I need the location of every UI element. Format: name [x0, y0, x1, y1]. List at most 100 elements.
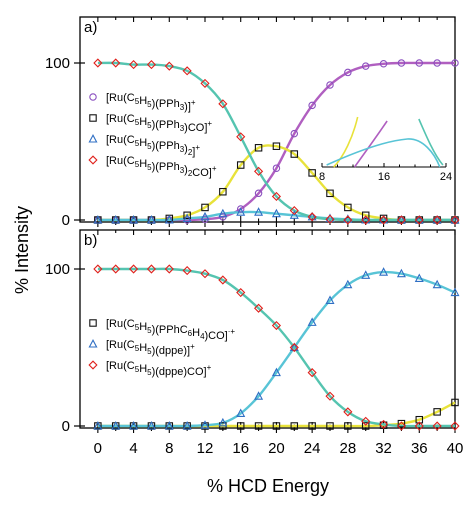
- data-point: [432, 215, 442, 224]
- data-point: [414, 215, 424, 224]
- data-point: [254, 144, 263, 152]
- series-line: [97, 61, 455, 222]
- legend-label-part: ·+: [228, 327, 236, 336]
- data-point: [164, 421, 174, 430]
- legend-label-part: [Ru(C: [106, 92, 135, 104]
- legend-marker: [89, 114, 97, 122]
- x-tick-label: 16: [232, 440, 249, 457]
- data-point: [272, 422, 281, 430]
- data-point: [361, 215, 371, 225]
- data-point: [289, 342, 299, 353]
- legend-marker: [89, 93, 97, 101]
- inset-tick-label: 8: [319, 171, 325, 183]
- data-point: [236, 207, 246, 216]
- data-point: [396, 215, 406, 224]
- x-tick-label: 32: [375, 440, 392, 457]
- legend-label-part: H: [139, 363, 147, 375]
- data-point: [450, 421, 460, 431]
- x-axis-label: % HCD Energy: [207, 476, 329, 496]
- data-point: [450, 215, 460, 225]
- legend-label-part: 5: [147, 142, 152, 151]
- x-tick-label: 0: [94, 440, 102, 457]
- y-tick-label: 100: [45, 55, 70, 72]
- legend-label-part: H: [139, 342, 147, 354]
- panel-label: b): [84, 232, 97, 249]
- legend-label-part: 5: [135, 344, 140, 353]
- data-point: [289, 206, 299, 216]
- data-point: [200, 211, 210, 221]
- legend-label-part: +: [195, 143, 200, 152]
- inset-tick-label: 16: [378, 171, 390, 183]
- legend-label-part: H: [192, 327, 200, 339]
- legend-label-part: 5: [135, 118, 140, 127]
- y-axis-label: % Intensity: [12, 206, 32, 294]
- data-point: [236, 422, 245, 430]
- data-point: [307, 317, 317, 326]
- data-point: [111, 421, 121, 430]
- data-point: [326, 189, 334, 198]
- legend-label-part: +: [191, 98, 196, 107]
- legend-label-part: +: [207, 119, 212, 128]
- data-point: [450, 215, 460, 224]
- data-point: [450, 287, 460, 297]
- panel-a: a)0100[Ru(C5H5)(PPh3)]+[Ru(C5H5)(PPh3)CO…: [45, 16, 460, 229]
- data-point: [272, 164, 281, 172]
- x-tick-label: 12: [197, 440, 214, 457]
- legend-label-part: +: [207, 363, 212, 372]
- legend-label-part: 5: [147, 347, 152, 356]
- data-point: [397, 59, 406, 67]
- data-point: [396, 268, 406, 278]
- x-tick-label: 40: [447, 440, 464, 457]
- data-point: [344, 422, 352, 430]
- data-point: [201, 203, 209, 212]
- data-point: [379, 60, 388, 68]
- data-point: [219, 187, 227, 196]
- legend-label: [Ru(C5H5)(PPhC6H4)CO]·+: [106, 318, 235, 342]
- series-markers: [93, 267, 460, 430]
- data-point: [93, 215, 103, 224]
- data-point: [378, 419, 389, 430]
- data-point: [254, 422, 263, 430]
- legend-label: [Ru(C5H5)(dppe)CO]+: [106, 360, 212, 378]
- series-markers: [94, 142, 459, 224]
- x-tick-label: 8: [165, 440, 173, 457]
- data-point: [164, 264, 174, 274]
- data-point: [396, 215, 407, 225]
- data-point: [218, 417, 228, 427]
- data-point: [433, 59, 441, 67]
- data-point: [146, 264, 157, 274]
- data-point: [307, 212, 317, 222]
- data-point: [361, 422, 370, 430]
- data-point: [414, 215, 424, 225]
- data-point: [451, 398, 459, 407]
- data-point: [307, 368, 317, 378]
- legend-label-part: +: [212, 164, 217, 173]
- legend-marker: [88, 155, 98, 165]
- legend-label-part: [Ru(C: [106, 113, 135, 125]
- legend-label-part: 5: [135, 323, 140, 332]
- series-markers: [93, 264, 460, 431]
- legend-label-part: H: [139, 137, 147, 149]
- legend-marker: [88, 134, 98, 143]
- data-point: [146, 59, 157, 70]
- legend-marker: [89, 319, 97, 327]
- data-point: [164, 215, 174, 224]
- data-point: [272, 142, 281, 150]
- data-point: [289, 210, 299, 219]
- data-point: [218, 208, 228, 218]
- data-point: [200, 269, 210, 279]
- series-markers: [94, 398, 459, 430]
- data-point: [325, 295, 335, 304]
- data-point: [289, 342, 299, 352]
- data-point: [271, 208, 281, 218]
- data-point: [396, 421, 407, 431]
- data-point: [129, 215, 139, 224]
- data-point: [344, 203, 352, 212]
- legend-label-part: )CO]: [184, 122, 207, 134]
- data-point: [379, 215, 389, 224]
- legend-label-part: 6: [188, 329, 193, 338]
- data-point: [93, 58, 103, 68]
- legend-label-part: [Ru(C: [106, 360, 135, 372]
- data-point: [308, 422, 316, 430]
- data-point: [326, 422, 334, 430]
